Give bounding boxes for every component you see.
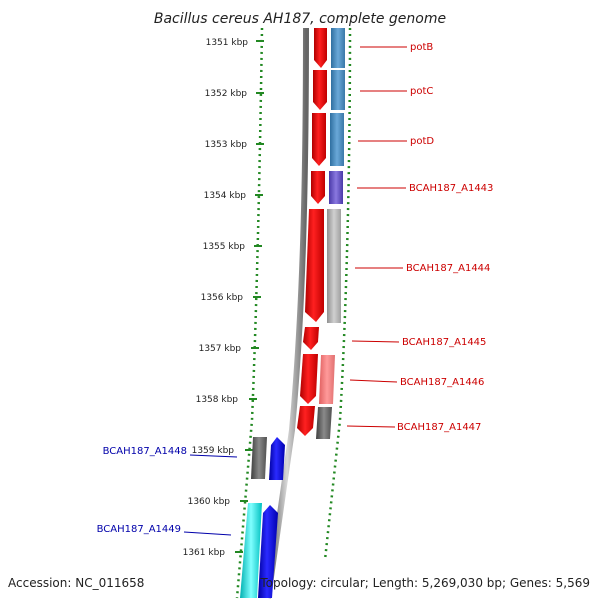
gene-arrow-A1449[interactable] — [258, 505, 278, 598]
plus-strand-category-blocks — [316, 28, 345, 439]
tick-label: 1354 kbp — [204, 191, 247, 201]
tick-label: 1355 kbp — [203, 242, 246, 252]
tick-label: 1361 kbp — [183, 548, 226, 558]
tick-label: 1356 kbp — [201, 293, 244, 303]
gene-labels: potB potC potD BCAH187_A1443 BCAH187_A14… — [97, 42, 494, 535]
right-dotted-track — [323, 27, 352, 561]
gene-label-A1448[interactable]: BCAH187_A1448 — [103, 446, 187, 457]
category-block-A1444[interactable] — [327, 209, 341, 323]
category-block-potB[interactable] — [331, 28, 345, 68]
tick-marks — [235, 40, 264, 553]
genome-backbone — [265, 27, 309, 599]
gene-arrow-A1448[interactable] — [269, 437, 285, 480]
gene-label-A1443[interactable]: BCAH187_A1443 — [409, 183, 493, 194]
category-block-A1449[interactable] — [240, 503, 262, 598]
tick-label: 1352 kbp — [205, 89, 248, 99]
gene-label-A1449[interactable]: BCAH187_A1449 — [97, 524, 181, 535]
tick-label: 1351 kbp — [206, 38, 249, 48]
gene-arrow-potC[interactable] — [313, 70, 327, 110]
category-block-potD[interactable] — [330, 113, 344, 166]
gene-arrow-potD[interactable] — [312, 113, 326, 166]
gene-arrow-potB[interactable] — [314, 28, 327, 68]
gene-arrow-A1444[interactable] — [305, 209, 324, 322]
tick-label: 1360 kbp — [188, 497, 231, 507]
accession-text: Accession: NC_011658 — [8, 576, 144, 590]
gene-arrow-A1446[interactable] — [300, 354, 318, 404]
category-block-potC[interactable] — [331, 70, 345, 110]
left-dotted-track — [235, 27, 264, 599]
minus-strand-genes — [240, 437, 285, 598]
category-block-A1443[interactable] — [329, 171, 343, 204]
tick-label: 1359 kbp — [192, 446, 235, 456]
category-block-A1447[interactable] — [316, 407, 332, 439]
category-block-A1446[interactable] — [319, 355, 335, 404]
gene-label-A1445[interactable]: BCAH187_A1445 — [402, 337, 486, 348]
category-block-A1448[interactable] — [251, 437, 267, 479]
gene-label-A1447[interactable]: BCAH187_A1447 — [397, 422, 481, 433]
tick-labels: 1351 kbp 1352 kbp 1353 kbp 1354 kbp 1355… — [183, 38, 249, 558]
tick-label: 1353 kbp — [205, 140, 248, 150]
gene-label-potD[interactable]: potD — [410, 136, 434, 147]
plus-strand-genes — [297, 28, 327, 436]
gene-label-potB[interactable]: potB — [410, 42, 433, 53]
gene-arrow-A1447[interactable] — [297, 406, 315, 436]
tick-label: 1358 kbp — [196, 395, 239, 405]
label-leader-lines — [183, 46, 407, 536]
map-title: Bacillus cereus AH187, complete genome — [154, 11, 446, 27]
gene-label-A1444[interactable]: BCAH187_A1444 — [406, 263, 490, 274]
gene-label-A1446[interactable]: BCAH187_A1446 — [400, 377, 484, 388]
tick-label: 1357 kbp — [199, 344, 242, 354]
gene-label-potC[interactable]: potC — [410, 86, 433, 97]
genome-summary-text: Topology: circular; Length: 5,269,030 bp… — [259, 576, 590, 590]
gene-arrow-A1443[interactable] — [311, 171, 325, 204]
gene-arrow-A1445[interactable] — [303, 327, 319, 350]
